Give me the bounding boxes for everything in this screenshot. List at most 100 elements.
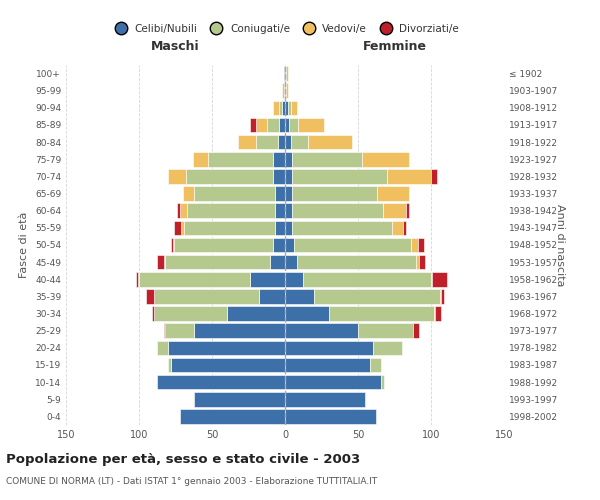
Bar bbox=[154, 289, 259, 304]
Bar bbox=[410, 238, 418, 252]
Bar bbox=[275, 204, 285, 218]
Bar bbox=[139, 272, 250, 286]
Bar bbox=[183, 186, 194, 201]
Bar bbox=[157, 340, 168, 355]
Bar bbox=[329, 306, 434, 321]
Bar bbox=[358, 324, 413, 338]
Bar bbox=[292, 186, 377, 201]
Bar bbox=[416, 255, 419, 270]
Bar bbox=[285, 272, 302, 286]
Bar bbox=[180, 409, 285, 424]
Bar bbox=[436, 306, 441, 321]
Text: Femmine: Femmine bbox=[362, 40, 427, 53]
Bar bbox=[165, 324, 194, 338]
Text: Popolazione per età, sesso e stato civile - 2003: Popolazione per età, sesso e stato civil… bbox=[6, 452, 360, 466]
Bar bbox=[250, 272, 285, 286]
Bar bbox=[294, 238, 410, 252]
Bar bbox=[285, 220, 292, 235]
Bar bbox=[382, 375, 384, 390]
Bar bbox=[285, 358, 370, 372]
Bar bbox=[387, 169, 431, 184]
Bar bbox=[177, 204, 180, 218]
Bar bbox=[275, 186, 285, 201]
Bar bbox=[174, 220, 181, 235]
Bar bbox=[164, 255, 165, 270]
Bar bbox=[292, 152, 362, 166]
Bar bbox=[285, 340, 373, 355]
Bar bbox=[171, 238, 173, 252]
Bar bbox=[285, 238, 294, 252]
Bar bbox=[271, 255, 285, 270]
Bar bbox=[157, 255, 164, 270]
Bar bbox=[373, 340, 402, 355]
Bar bbox=[285, 255, 296, 270]
Bar bbox=[285, 169, 292, 184]
Bar bbox=[259, 289, 285, 304]
Bar bbox=[282, 100, 285, 115]
Bar bbox=[406, 204, 409, 218]
Bar bbox=[168, 340, 285, 355]
Bar bbox=[275, 220, 285, 235]
Y-axis label: Fasce di età: Fasce di età bbox=[19, 212, 29, 278]
Bar bbox=[194, 186, 275, 201]
Bar bbox=[383, 204, 406, 218]
Bar bbox=[250, 118, 256, 132]
Bar bbox=[173, 238, 174, 252]
Bar bbox=[284, 84, 285, 98]
Bar bbox=[208, 152, 274, 166]
Bar bbox=[279, 118, 285, 132]
Bar bbox=[286, 84, 288, 98]
Bar bbox=[292, 220, 392, 235]
Bar bbox=[419, 255, 425, 270]
Bar bbox=[377, 186, 409, 201]
Bar bbox=[279, 100, 282, 115]
Bar bbox=[285, 152, 292, 166]
Bar bbox=[285, 392, 365, 406]
Bar bbox=[302, 272, 431, 286]
Bar bbox=[285, 324, 358, 338]
Bar bbox=[282, 84, 284, 98]
Bar bbox=[441, 289, 444, 304]
Bar bbox=[152, 306, 154, 321]
Bar bbox=[285, 100, 288, 115]
Bar bbox=[194, 324, 285, 338]
Bar bbox=[292, 204, 383, 218]
Bar bbox=[431, 272, 433, 286]
Bar bbox=[154, 306, 227, 321]
Bar bbox=[194, 392, 285, 406]
Bar bbox=[193, 152, 208, 166]
Text: Maschi: Maschi bbox=[151, 40, 200, 53]
Bar bbox=[256, 135, 278, 150]
Bar bbox=[181, 220, 184, 235]
Bar bbox=[285, 375, 382, 390]
Bar bbox=[288, 100, 291, 115]
Bar bbox=[285, 306, 329, 321]
Bar bbox=[291, 135, 308, 150]
Bar bbox=[285, 289, 314, 304]
Bar bbox=[146, 289, 154, 304]
Bar bbox=[137, 272, 139, 286]
Bar bbox=[433, 272, 447, 286]
Bar bbox=[403, 220, 406, 235]
Bar bbox=[180, 204, 187, 218]
Bar bbox=[285, 66, 286, 81]
Bar bbox=[285, 186, 292, 201]
Bar bbox=[278, 135, 285, 150]
Bar bbox=[184, 220, 275, 235]
Bar bbox=[136, 272, 137, 286]
Bar bbox=[227, 306, 285, 321]
Bar bbox=[274, 100, 279, 115]
Text: COMUNE DI NORMA (LT) - Dati ISTAT 1° gennaio 2003 - Elaborazione TUTTITALIA.IT: COMUNE DI NORMA (LT) - Dati ISTAT 1° gen… bbox=[6, 478, 377, 486]
Bar bbox=[308, 135, 352, 150]
Legend: Celibi/Nubili, Coniugati/e, Vedovi/e, Divorziati/e: Celibi/Nubili, Coniugati/e, Vedovi/e, Di… bbox=[107, 20, 463, 38]
Bar bbox=[392, 220, 403, 235]
Bar bbox=[285, 135, 291, 150]
Bar bbox=[256, 118, 268, 132]
Bar bbox=[362, 152, 409, 166]
Bar bbox=[186, 169, 274, 184]
Bar bbox=[296, 255, 416, 270]
Bar bbox=[291, 100, 296, 115]
Bar bbox=[289, 118, 298, 132]
Bar bbox=[431, 169, 437, 184]
Bar bbox=[413, 324, 419, 338]
